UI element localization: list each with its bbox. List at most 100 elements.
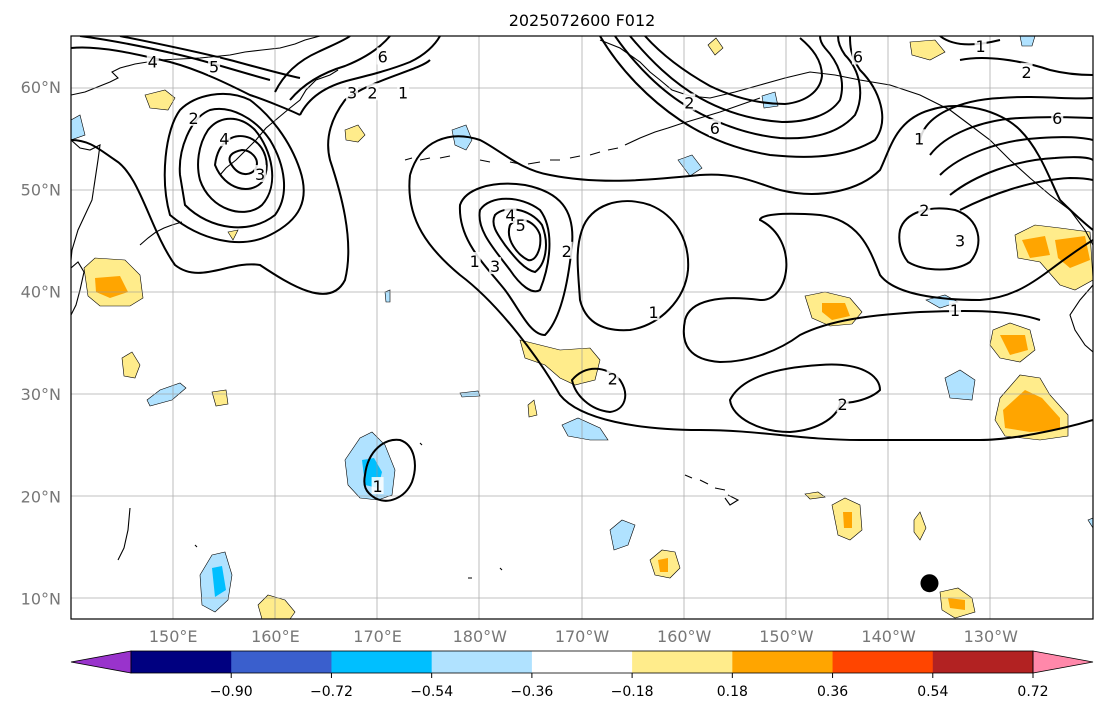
contour-label: 2 [189, 109, 199, 128]
longitude-tick-label: 140°W [861, 627, 916, 646]
contour-line [919, 96, 1093, 141]
contour-line [576, 200, 690, 332]
contour-label-background [949, 301, 962, 319]
latitude-tick-label: 10°N [21, 590, 61, 609]
colorbar-segment [231, 651, 332, 673]
positive-anomaly-core [822, 303, 850, 320]
positive-anomaly-patch [227, 229, 239, 241]
contour-label: 1 [648, 303, 658, 322]
colorbar-tick-label: −0.18 [611, 684, 654, 700]
positive-anomaly-patch [909, 39, 946, 61]
contour-line [929, 116, 1093, 156]
longitude-tick-label: 150°W [759, 627, 814, 646]
contour-label-background [504, 205, 517, 223]
contour-label: 5 [209, 58, 219, 77]
contour-label-background [376, 47, 389, 65]
map-frame [70, 35, 1094, 620]
colorbar-segment [932, 651, 1034, 673]
colorbar-lower-extension [70, 650, 132, 674]
contour-line [71, 59, 431, 295]
contour-line [478, 197, 551, 293]
contour-line [949, 156, 1093, 196]
contour-line [939, 36, 1001, 46]
colorbar-tick-label: 0.72 [1017, 684, 1048, 700]
colorbar-tick-label: −0.54 [410, 684, 453, 700]
graticule [71, 36, 1093, 619]
contour-label-background [836, 395, 849, 413]
contour-line [684, 212, 1093, 321]
storm-position-marker [920, 574, 939, 593]
positive-anomaly-core [658, 558, 668, 572]
contour-line [682, 309, 1041, 364]
contour-line [228, 148, 258, 175]
north-america-coastline [1069, 284, 1093, 353]
contour-label-background [1051, 108, 1064, 126]
contour-label: 6 [1052, 109, 1062, 128]
contour-line [289, 36, 391, 101]
colorbar-tick-label: 0.18 [717, 684, 748, 700]
latitude-tick-labels: 10°N 20°N 30°N 40°N 50°N 60°N [21, 78, 61, 608]
contour-label: 2 [838, 395, 848, 414]
contour-line [898, 207, 980, 271]
colorbar-segment [331, 651, 433, 673]
contour-label-background [647, 303, 660, 321]
contour-label: 1 [373, 477, 383, 496]
contour-line [570, 367, 627, 414]
contour-line [614, 36, 862, 140]
colorbar-segment [832, 651, 934, 673]
positive-anomaly-core [95, 276, 128, 298]
longitude-tick-label: 150°E [149, 627, 198, 646]
contour-line [274, 36, 351, 93]
positive-anomaly-core [1003, 390, 1060, 432]
positive-anomaly-patch [804, 491, 826, 500]
longitude-tick-label: 180°W [453, 627, 508, 646]
contour-label-background [208, 57, 221, 75]
contour-label-background [913, 129, 926, 147]
contour-label-background [254, 165, 267, 183]
contour-label: 2 [684, 93, 694, 112]
colorbar-segment [131, 651, 232, 673]
contour-line [959, 57, 1093, 76]
positive-anomaly-patch [913, 511, 927, 541]
contour-line [299, 36, 441, 116]
contour-label-background [397, 83, 410, 101]
contour-label: 1 [914, 129, 924, 148]
contour-label-background [514, 216, 527, 234]
colorbar: −0.90 −0.72 −0.54 −0.36 −0.18 0.18 0.36 0.54 0.7… [70, 650, 1094, 700]
contour-label-background [683, 93, 696, 111]
contour-label: 3 [255, 165, 265, 184]
colorbar-segment [732, 651, 834, 673]
east-asia-coastline [71, 139, 101, 261]
positive-anomaly-patch [527, 399, 538, 418]
contour-line [119, 36, 301, 79]
positive-anomaly-core [843, 512, 852, 528]
contour-line [458, 182, 574, 337]
colorbar-tick-label: −0.36 [510, 684, 553, 700]
contour-label-background [708, 119, 721, 137]
positive-anomaly-patch [144, 89, 176, 111]
contour-label: 6 [710, 119, 720, 138]
negative-anomaly-patch [561, 417, 609, 441]
positive-anomaly-core [1000, 335, 1028, 355]
contour-line [363, 438, 416, 502]
map-title: 2025072600 F012 [509, 11, 656, 30]
contour-line [408, 174, 1093, 441]
contour-label-background [560, 241, 573, 259]
positive-anomaly-patch [344, 124, 366, 143]
negative-anomaly-patch [1019, 36, 1036, 47]
contour-line [163, 92, 305, 243]
contour-label-background [218, 129, 231, 147]
negative-anomaly-patch [944, 369, 976, 401]
contour-label: 1 [398, 83, 408, 102]
longitude-tick-label: 170°W [555, 627, 610, 646]
negative-anomaly-patch [71, 114, 86, 141]
contour-label: 1 [470, 252, 480, 271]
contour-label-background [468, 252, 481, 270]
contour-label-background [187, 108, 200, 126]
contour-label-background [371, 477, 384, 495]
contour-label: 2 [562, 242, 572, 261]
contour-label: 4 [219, 129, 229, 148]
contour-label-background [851, 47, 864, 65]
contour-label: 1 [975, 37, 985, 56]
